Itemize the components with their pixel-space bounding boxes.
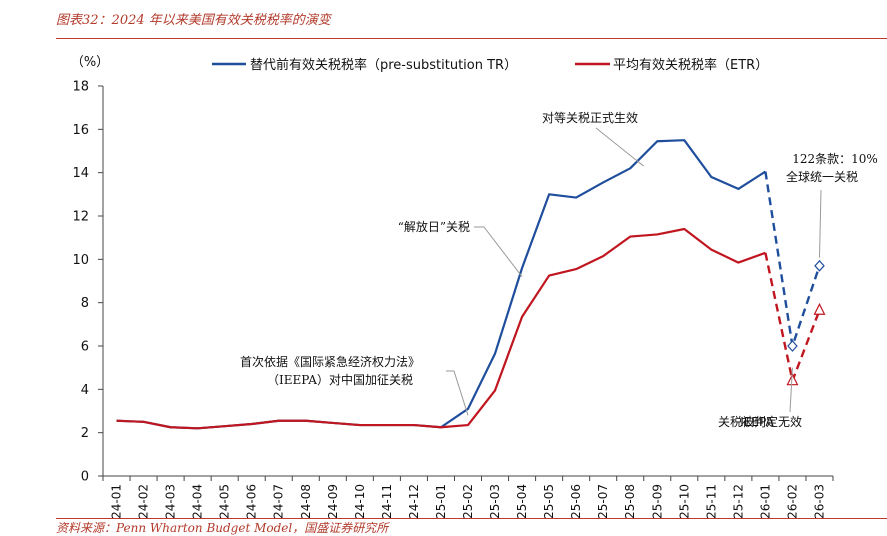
x-tick-label: 25-03 <box>488 484 502 519</box>
legend: 替代前有效关税税率（pre-substitution TR） 平均有效关税税率（E… <box>212 57 768 73</box>
triangle-marker <box>786 373 799 386</box>
annotation-leader <box>595 127 645 167</box>
y-tick-label: 14 <box>72 166 89 181</box>
legend-label: 平均有效关税税率（ETR） <box>613 57 768 73</box>
x-tick-label: 25-11 <box>704 484 718 519</box>
y-tick-label: 10 <box>72 253 89 268</box>
x-tick-label: 24-12 <box>407 484 421 519</box>
y-tick-label: 12 <box>72 210 89 225</box>
figure-title: 图表32：2024 年以来美国有效关税税率的演变 <box>56 13 331 28</box>
x-tick-label: 24-07 <box>272 484 286 519</box>
bottom-divider <box>56 518 887 519</box>
x-tick-label: 25-07 <box>596 484 610 519</box>
x-tick-label: 24-01 <box>110 484 124 519</box>
x-tick-label: 25-08 <box>623 484 637 519</box>
y-tick-label: 2 <box>81 426 89 441</box>
x-tick-label: 25-05 <box>542 484 556 519</box>
annotation-leader <box>789 367 793 413</box>
series-line-solid <box>116 139 767 430</box>
annotation-ieepa-china-line1: 首次依据《国际紧急经济权力法》 <box>240 354 420 369</box>
x-tick-label: 25-02 <box>461 484 475 519</box>
series-line-dashed <box>764 171 821 347</box>
x-tick-label: 25-04 <box>515 484 529 519</box>
legend-label: 替代前有效关税税率（pre-substitution TR） <box>250 57 517 73</box>
x-tick-label: 25-10 <box>677 484 691 519</box>
diamond-marker <box>787 340 798 352</box>
annotation-tariff-invalid: 关税被判定无效 <box>718 414 802 429</box>
x-tick-label: 25-12 <box>731 484 745 519</box>
x-tick-label: 25-06 <box>569 484 583 519</box>
y-tick-label: 4 <box>81 383 89 398</box>
axes: 0 2 4 6 8 10 12 14 16 18 （%） 24-01 24-02 24-03 24-04 24… <box>71 55 834 519</box>
series-lines <box>116 139 821 430</box>
x-tick-label: 26-01 <box>758 484 772 519</box>
source-note: 资料来源：Penn Wharton Budget Model，国盛证券研究所 <box>56 521 389 535</box>
x-tick-label: 24-03 <box>164 484 178 519</box>
y-axis-label: （%） <box>71 55 109 70</box>
y-tick-label: 6 <box>81 340 89 355</box>
annotation-section-122-line2: 全球统一关税 <box>786 169 858 184</box>
series-line-dashed <box>764 252 821 385</box>
x-tick-label: 24-09 <box>326 484 340 519</box>
y-tick-label: 8 <box>81 296 89 311</box>
annotation-section-122-line1: 122条款：10% <box>792 152 878 166</box>
annotation-liberation-day: “解放日”关税 <box>398 219 470 234</box>
x-tick-label: 24-02 <box>137 484 151 519</box>
y-tick-label: 18 <box>72 80 89 95</box>
x-tick-label: 24-10 <box>353 484 367 519</box>
y-tick-label: 0 <box>81 470 89 485</box>
x-tick-label: 26-03 <box>812 484 826 519</box>
series-line-solid <box>116 227 766 430</box>
diamond-marker <box>814 259 825 272</box>
series-markers <box>786 259 826 386</box>
top-divider <box>56 38 887 39</box>
annotation-ieepa-china-line2: （IEEPA）对中国加征关税 <box>267 372 413 387</box>
annotation-leader <box>818 189 822 258</box>
x-tick-label: 24-08 <box>299 484 313 519</box>
x-tick-label: 25-01 <box>434 484 448 519</box>
x-tick-label: 24-05 <box>218 484 232 519</box>
y-tick-label: 16 <box>72 123 89 138</box>
x-tick-label: 24-11 <box>380 484 394 519</box>
triangle-marker <box>813 302 826 315</box>
annotation-ieepa-overlay: IEEPA <box>740 415 774 429</box>
annotation-leader <box>446 370 469 416</box>
annotation-reciprocal-tariff: 对等关税正式生效 <box>542 110 638 125</box>
x-tick-label: 25-09 <box>650 484 664 519</box>
x-tick-label: 24-06 <box>245 484 259 519</box>
annotation-leader <box>474 226 523 277</box>
x-tick-label: 24-04 <box>191 484 205 519</box>
x-tick-label: 26-02 <box>785 484 799 519</box>
